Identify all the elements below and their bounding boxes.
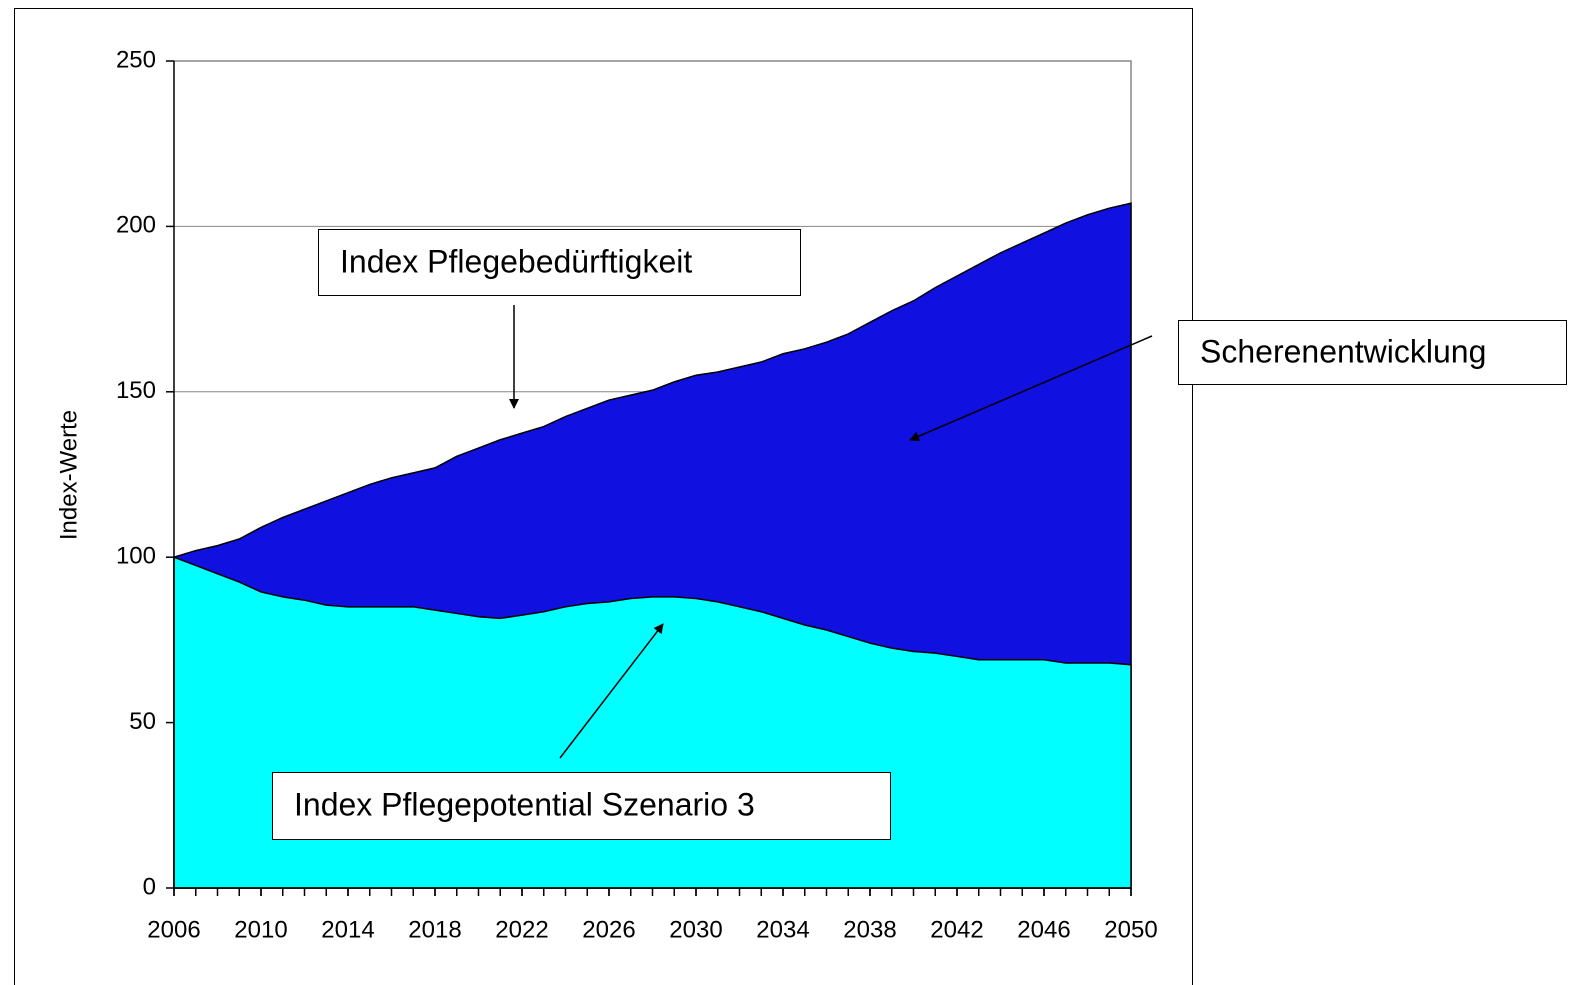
x-tick-label: 2034 (756, 916, 809, 943)
x-tick-label: 2014 (321, 916, 374, 943)
y-tick-label: 200 (116, 212, 156, 239)
y-tick-label: 250 (116, 46, 156, 73)
y-tick-label: 150 (116, 377, 156, 404)
arrow (559, 623, 664, 759)
annotation-box (272, 772, 891, 840)
y-axis-label: Index-Werte (55, 410, 82, 540)
x-tick-label: 2046 (1017, 916, 1070, 943)
annotation: Index Pflegebedürftigkeit (318, 229, 801, 409)
annotation: Index Pflegepotential Szenario 3 (272, 623, 891, 840)
arrow (909, 335, 1153, 442)
annotation-text: Index Pflegebedürftigkeit (340, 243, 692, 279)
x-tick-label: 2038 (843, 916, 896, 943)
y-tick-label: 50 (129, 708, 156, 735)
x-tick-label: 2042 (930, 916, 983, 943)
x-tick-label: 2022 (495, 916, 548, 943)
y-tick-label: 0 (143, 873, 156, 900)
annotation-text: Index Pflegepotential Szenario 3 (294, 786, 755, 822)
y-tick-label: 100 (116, 543, 156, 570)
annotation-box (1178, 320, 1567, 385)
x-tick-label: 2010 (234, 916, 287, 943)
annotation-text: Scherenentwicklung (1200, 333, 1486, 369)
chart-frame (14, 8, 1193, 985)
x-tick-label: 2050 (1104, 916, 1157, 943)
x-tick-label: 2026 (582, 916, 635, 943)
annotation: Scherenentwicklung (909, 320, 1567, 442)
x-tick-label: 2018 (408, 916, 461, 943)
x-tick-label: 2030 (669, 916, 722, 943)
annotation-box (318, 229, 801, 296)
x-tick-label: 2006 (147, 916, 200, 943)
